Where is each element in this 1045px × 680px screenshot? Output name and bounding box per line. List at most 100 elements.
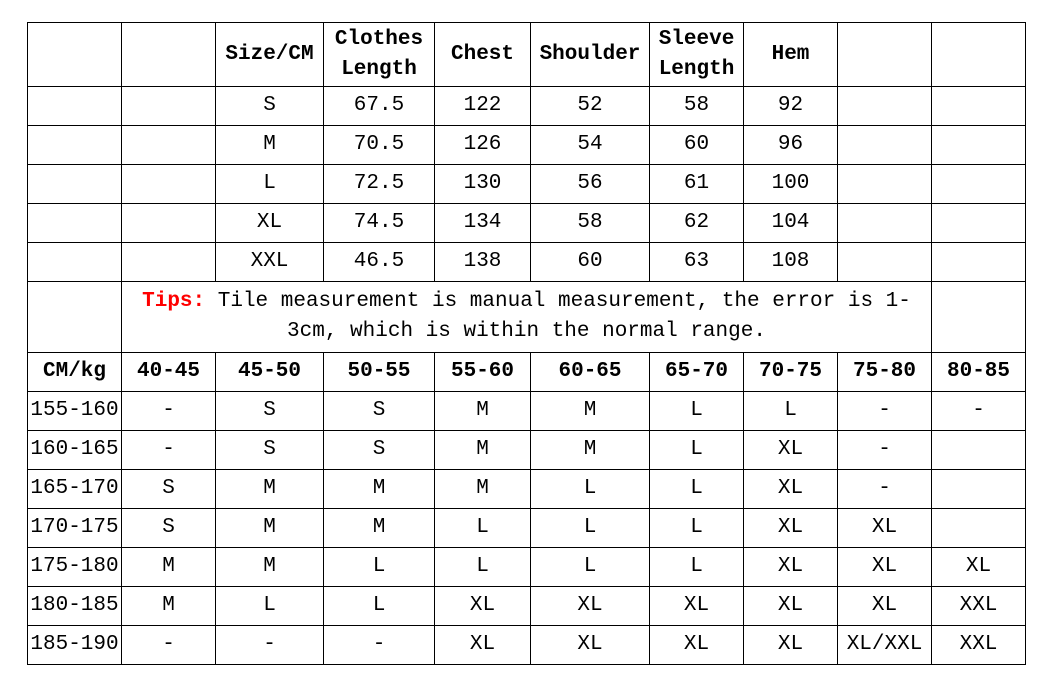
recommended-size: XL/XXL — [837, 625, 932, 665]
empty-cell — [27, 164, 122, 204]
recommended-size: XL — [837, 586, 932, 626]
height-label: 160-165 — [27, 430, 122, 470]
empty-cell — [931, 125, 1026, 165]
height-label: 185-190 — [27, 625, 122, 665]
size-cell: S — [215, 86, 324, 126]
empty-cell — [27, 242, 122, 282]
empty-cell — [121, 22, 216, 87]
weight-header: 40-45 — [121, 352, 216, 392]
empty-cell — [931, 203, 1026, 243]
size-cell: XXL — [215, 242, 324, 282]
recommended-size — [931, 430, 1026, 470]
recommended-size: XXL — [931, 586, 1026, 626]
recommended-size: L — [649, 430, 744, 470]
recommended-size: S — [215, 430, 324, 470]
height-label: 170-175 — [27, 508, 122, 548]
height-label: 155-160 — [27, 391, 122, 431]
recommended-size: M — [434, 391, 531, 431]
size-cell: 46.5 — [323, 242, 435, 282]
size-cell: 56 — [530, 164, 650, 204]
recommended-size: L — [530, 469, 650, 509]
column-header: Chest — [434, 22, 531, 87]
recommended-size: XL — [837, 547, 932, 587]
size-cell: 134 — [434, 203, 531, 243]
weight-header: 60-65 — [530, 352, 650, 392]
size-row: XL 74.5 134 58 62 104 — [27, 203, 1026, 243]
recommended-size: M — [323, 469, 435, 509]
size-cell: 96 — [743, 125, 838, 165]
empty-cell — [121, 125, 216, 165]
weight-header: 70-75 — [743, 352, 838, 392]
fit-row: 165-170 S M M M L L XL - — [27, 469, 1026, 509]
recommended-size: XL — [743, 625, 838, 665]
recommended-size: XL — [743, 508, 838, 548]
recommended-size: S — [323, 391, 435, 431]
empty-cell — [837, 242, 932, 282]
tips-note: Tips: Tile measurement is manual measure… — [121, 281, 932, 353]
empty-cell — [837, 125, 932, 165]
recommended-size: XL — [434, 586, 531, 626]
recommended-size: L — [215, 586, 324, 626]
height-label: 165-170 — [27, 469, 122, 509]
recommended-size: - — [837, 430, 932, 470]
size-cell: XL — [215, 203, 324, 243]
recommended-size: M — [434, 430, 531, 470]
column-header: Hem — [743, 22, 838, 87]
recommended-size: XL — [649, 625, 744, 665]
size-cell: 60 — [530, 242, 650, 282]
size-cell: 122 — [434, 86, 531, 126]
empty-cell — [27, 203, 122, 243]
size-cell: 67.5 — [323, 86, 435, 126]
fit-row: 170-175 S M M L L L XL XL — [27, 508, 1026, 548]
recommended-size: - — [323, 625, 435, 665]
size-cell: 70.5 — [323, 125, 435, 165]
recommended-size: M — [323, 508, 435, 548]
size-cell: 74.5 — [323, 203, 435, 243]
recommended-size: XL — [743, 430, 838, 470]
empty-cell — [27, 86, 122, 126]
empty-cell — [837, 86, 932, 126]
recommended-size: XL — [743, 469, 838, 509]
size-cell: 92 — [743, 86, 838, 126]
recommended-size: XL — [649, 586, 744, 626]
tips-row: Tips: Tile measurement is manual measure… — [27, 281, 1026, 353]
size-cell: 58 — [530, 203, 650, 243]
size-row: M 70.5 126 54 60 96 — [27, 125, 1026, 165]
size-cell: 54 — [530, 125, 650, 165]
recommended-size: XL — [931, 547, 1026, 587]
size-cell: 61 — [649, 164, 744, 204]
height-label: 175-180 — [27, 547, 122, 587]
recommended-size: M — [215, 508, 324, 548]
recommended-size: L — [323, 586, 435, 626]
weight-header: 55-60 — [434, 352, 531, 392]
size-cell: 62 — [649, 203, 744, 243]
column-header: Size/CM — [215, 22, 324, 87]
size-row: XXL 46.5 138 60 63 108 — [27, 242, 1026, 282]
fit-row: 175-180 M M L L L L XL XL XL — [27, 547, 1026, 587]
empty-cell — [121, 86, 216, 126]
recommended-size: XXL — [931, 625, 1026, 665]
column-header: Clothes Length — [323, 22, 435, 87]
recommended-size: XL — [743, 586, 838, 626]
empty-cell — [121, 242, 216, 282]
weight-header: 50-55 — [323, 352, 435, 392]
recommended-size: L — [434, 508, 531, 548]
size-cell: 58 — [649, 86, 744, 126]
size-cell: 108 — [743, 242, 838, 282]
fit-header-row: CM/kg 40-45 45-50 50-55 55-60 60-65 65-70 70-75… — [27, 352, 1026, 392]
recommended-size: - — [931, 391, 1026, 431]
recommended-size: - — [121, 430, 216, 470]
size-cell: 100 — [743, 164, 838, 204]
empty-cell — [931, 242, 1026, 282]
recommended-size: L — [649, 547, 744, 587]
empty-cell — [27, 281, 122, 353]
fit-row: 155-160- S S M M L L - - — [27, 391, 1026, 431]
recommended-size: L — [530, 508, 650, 548]
size-cell: 63 — [649, 242, 744, 282]
size-cell: 104 — [743, 203, 838, 243]
empty-cell — [931, 281, 1026, 353]
size-cell: L — [215, 164, 324, 204]
empty-cell — [931, 22, 1026, 87]
recommended-size: S — [323, 430, 435, 470]
weight-header: 80-85 — [931, 352, 1026, 392]
